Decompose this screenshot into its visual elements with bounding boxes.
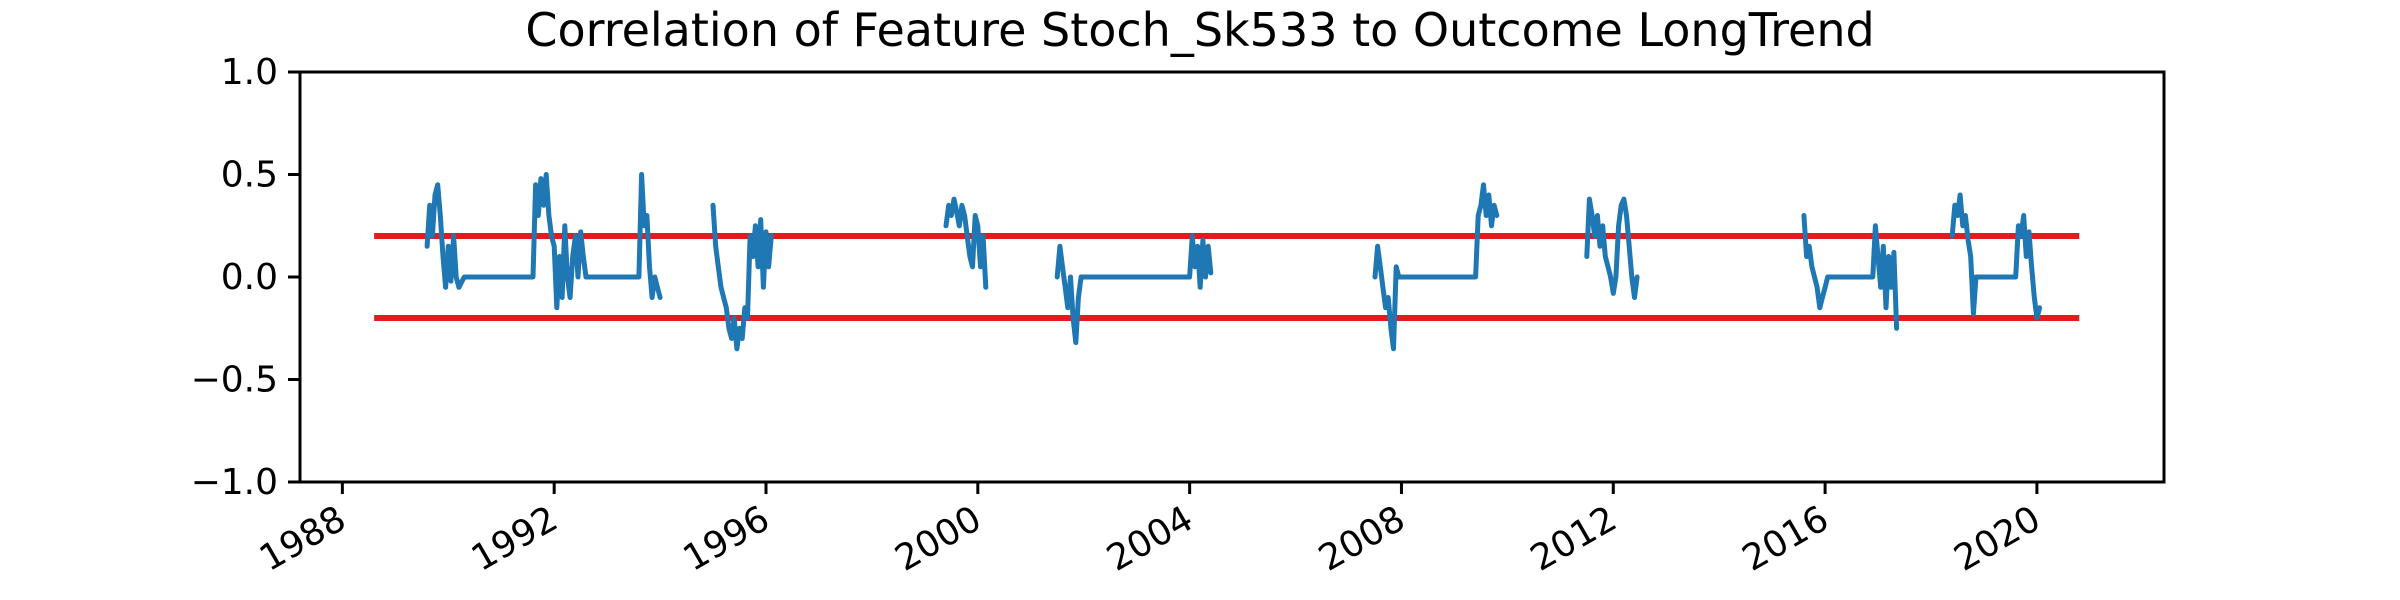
- series-line-segment: [1949, 192, 2043, 321]
- x-tick-label: 2016: [1736, 498, 1836, 579]
- series-line-segment: [1372, 182, 1500, 352]
- correlation-series: [424, 172, 2043, 352]
- x-tick-label: 2004: [1100, 498, 1200, 579]
- x-axis: 1988 1992 1996 2000 2004 2008 2012 2016 2020: [253, 482, 2047, 580]
- x-tick-label: 1996: [677, 498, 777, 579]
- chart-title: Correlation of Feature Stoch_Sk533 to Ou…: [525, 3, 1874, 57]
- series-line-segment: [710, 202, 774, 352]
- series-line-segment: [424, 172, 663, 311]
- x-tick-label: 2020: [1948, 498, 2048, 579]
- series-line-segment: [943, 196, 989, 290]
- x-tick-label: 2008: [1312, 498, 1412, 579]
- y-tick-label: 0.0: [221, 257, 278, 298]
- series-line-segment: [1801, 213, 1900, 331]
- x-tick-label: 1992: [465, 498, 565, 579]
- series-line-segment: [1054, 233, 1214, 346]
- x-tick-label: 2000: [888, 498, 988, 579]
- x-tick-label: 1988: [253, 498, 353, 579]
- x-tick-label: 2012: [1524, 498, 1624, 579]
- y-tick-label: 0.5: [221, 155, 278, 196]
- y-axis: 1.0 0.5 0.0 −0.5 −1.0: [191, 52, 300, 503]
- series-line-segment: [1584, 196, 1640, 300]
- y-tick-label: −0.5: [191, 360, 278, 401]
- y-tick-label: 1.0: [221, 52, 278, 93]
- y-tick-label: −1.0: [191, 462, 278, 503]
- threshold-lines: [374, 233, 2080, 321]
